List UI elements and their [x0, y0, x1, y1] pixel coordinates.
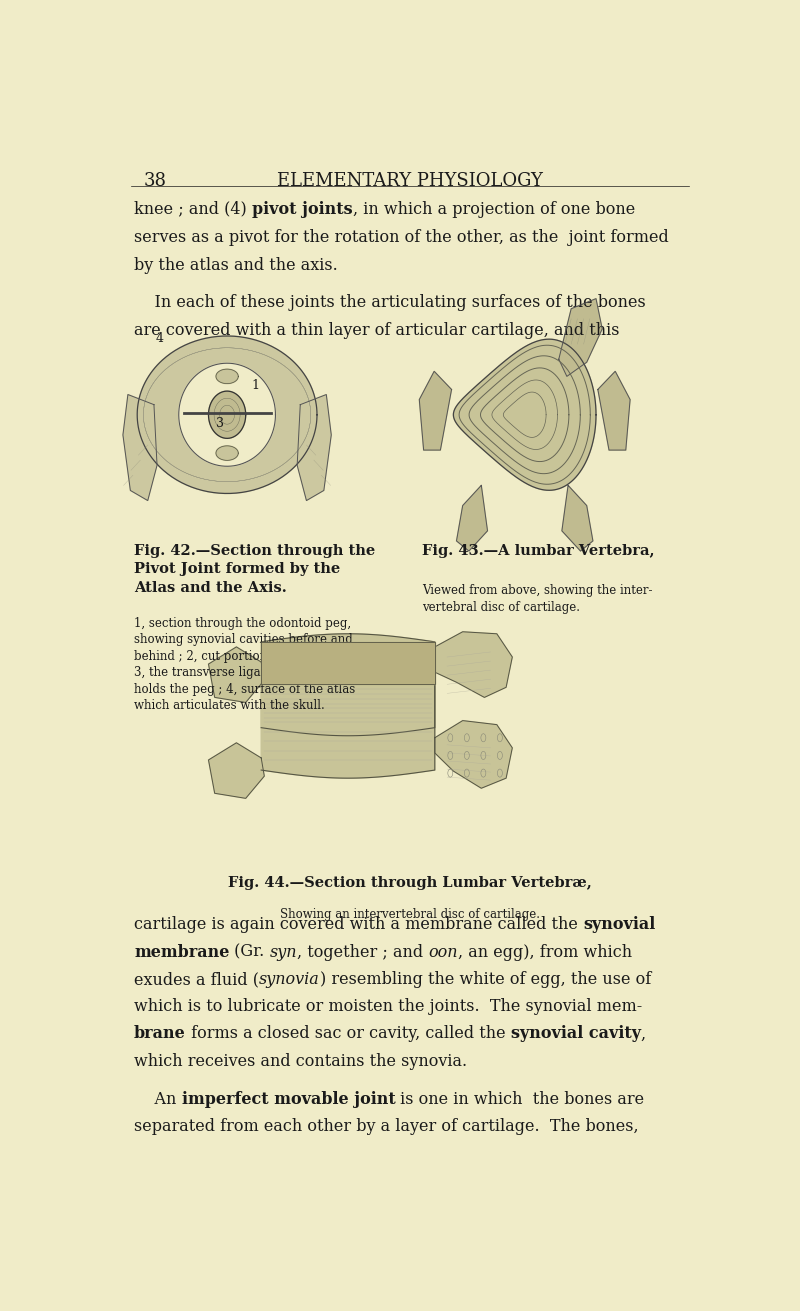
Text: serves as a pivot for the rotation of the other, as the  joint formed: serves as a pivot for the rotation of th… [134, 229, 669, 246]
Text: which receives and contains the synovia.: which receives and contains the synovia. [134, 1053, 467, 1070]
Text: , together ; and: , together ; and [298, 944, 429, 961]
Text: cartilage is again covered with a membrane called the: cartilage is again covered with a membra… [134, 916, 583, 933]
Polygon shape [216, 446, 238, 460]
Polygon shape [559, 299, 602, 376]
Polygon shape [297, 395, 331, 501]
Text: Showing an intervertebral disc of cartilage.: Showing an intervertebral disc of cartil… [280, 909, 540, 922]
Text: Fig. 43.—A lumbar Vertebra,: Fig. 43.—A lumbar Vertebra, [422, 544, 655, 558]
Text: separated from each other by a layer of cartilage.  The bones,: separated from each other by a layer of … [134, 1118, 638, 1135]
Text: syn: syn [270, 944, 298, 961]
Text: ) resembling the white of egg, the use of: ) resembling the white of egg, the use o… [320, 971, 651, 988]
Text: synovia: synovia [259, 971, 320, 988]
Text: 38: 38 [143, 173, 166, 190]
Polygon shape [209, 743, 264, 798]
Text: An: An [134, 1091, 182, 1108]
Text: membrane: membrane [134, 944, 230, 961]
Polygon shape [178, 363, 275, 467]
Polygon shape [435, 721, 512, 788]
Text: 1, section through the odontoid peg,
showing synovial cavities before and
behind: 1, section through the odontoid peg, sho… [134, 616, 355, 712]
Text: ,: , [641, 1025, 646, 1042]
Polygon shape [216, 370, 238, 384]
Polygon shape [419, 371, 451, 450]
Polygon shape [138, 336, 317, 493]
Polygon shape [123, 395, 157, 501]
Text: , in which a projection of one bone: , in which a projection of one bone [353, 201, 635, 218]
Polygon shape [454, 340, 596, 490]
Text: Viewed from above, showing the inter-
vertebral disc of cartilage.: Viewed from above, showing the inter- ve… [422, 585, 653, 614]
Text: 1: 1 [252, 379, 260, 392]
Text: Fig. 44.—Section through Lumbar Vertebræ,: Fig. 44.—Section through Lumbar Vertebræ… [228, 876, 592, 890]
Polygon shape [209, 391, 246, 438]
Text: by the atlas and the axis.: by the atlas and the axis. [134, 257, 338, 274]
Text: knee ; and (4): knee ; and (4) [134, 201, 252, 218]
Text: (Gr.: (Gr. [230, 944, 270, 961]
Polygon shape [261, 642, 435, 684]
Polygon shape [598, 371, 630, 450]
Text: is one in which  the bones are: is one in which the bones are [395, 1091, 645, 1108]
Text: brane: brane [134, 1025, 186, 1042]
Polygon shape [209, 646, 264, 703]
Text: oon: oon [429, 944, 458, 961]
Text: Fig. 42.—Section through the
Pivot Joint formed by the
Atlas and the Axis.: Fig. 42.—Section through the Pivot Joint… [134, 544, 375, 595]
Text: imperfect movable joint: imperfect movable joint [182, 1091, 395, 1108]
Text: which is to lubricate or moisten the joints.  The synovial mem-: which is to lubricate or moisten the joi… [134, 998, 642, 1015]
Text: ELEMENTARY PHYSIOLOGY: ELEMENTARY PHYSIOLOGY [277, 173, 543, 190]
Polygon shape [562, 485, 593, 551]
Polygon shape [261, 633, 435, 735]
Text: exudes a fluid (: exudes a fluid ( [134, 971, 259, 988]
Polygon shape [435, 632, 512, 697]
Text: forms a closed sac or cavity, called the: forms a closed sac or cavity, called the [186, 1025, 510, 1042]
Text: 4: 4 [156, 332, 164, 345]
Text: In each of these joints the articulating surfaces of the bones: In each of these joints the articulating… [134, 294, 646, 311]
Text: synovial: synovial [583, 916, 655, 933]
Text: synovial cavity: synovial cavity [510, 1025, 641, 1042]
Polygon shape [261, 676, 435, 779]
Text: are covered with a thin layer of articular cartilage, and this: are covered with a thin layer of articul… [134, 323, 620, 340]
Text: , an egg), from which: , an egg), from which [458, 944, 632, 961]
Polygon shape [457, 485, 487, 551]
Text: pivot joints: pivot joints [252, 201, 353, 218]
Text: 3: 3 [216, 417, 224, 430]
